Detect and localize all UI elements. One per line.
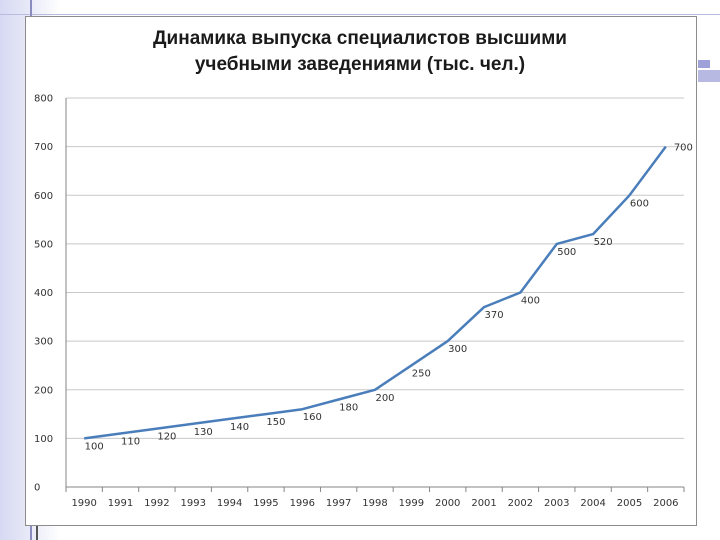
x-tick-label: 1996	[290, 498, 315, 509]
data-label: 100	[85, 441, 104, 452]
x-tick-label: 1998	[362, 498, 387, 509]
y-tick-label: 200	[34, 385, 53, 396]
x-tick-label: 1992	[144, 498, 169, 509]
data-label: 370	[485, 310, 504, 321]
x-tick-label: 1995	[253, 498, 278, 509]
y-tick-label: 700	[34, 142, 53, 153]
data-label: 600	[630, 198, 649, 209]
x-tick-label: 2001	[471, 498, 496, 509]
y-tick-label: 0	[34, 483, 40, 494]
data-label: 300	[448, 344, 467, 355]
x-tick-label: 1999	[399, 498, 424, 509]
data-label: 180	[339, 402, 358, 413]
data-label: 110	[121, 437, 140, 448]
y-tick-label: 800	[34, 94, 53, 105]
data-label: 700	[674, 143, 693, 154]
chart-frame	[25, 16, 697, 526]
x-tick-label: 2000	[435, 498, 460, 509]
data-label: 120	[157, 432, 176, 443]
y-tick-label: 500	[34, 239, 53, 250]
data-label: 250	[412, 368, 431, 379]
data-label: 200	[375, 393, 394, 404]
x-tick-label: 2005	[617, 498, 642, 509]
chart-title-line-2: учебными заведениями (тыс. чел.)	[194, 54, 526, 75]
y-tick-label: 600	[34, 191, 53, 202]
data-label: 130	[194, 427, 213, 438]
slide-decoration-bottom-tick	[36, 520, 38, 540]
data-label: 160	[303, 412, 322, 423]
x-tick-label: 2002	[508, 498, 533, 509]
y-tick-label: 300	[34, 337, 53, 348]
slide-decoration-right-block	[698, 70, 720, 82]
y-tick-label: 100	[34, 434, 53, 445]
slide-decoration-top-line	[0, 14, 720, 15]
x-tick-label: 1994	[217, 498, 242, 509]
y-tick-label: 400	[34, 288, 53, 299]
x-tick-label: 1993	[181, 498, 206, 509]
data-label: 400	[521, 296, 540, 307]
chart-title: Динамика выпуска специалистов высшими уч…	[25, 26, 695, 78]
x-tick-label: 1997	[326, 498, 351, 509]
data-label: 150	[266, 417, 285, 428]
x-tick-label: 1991	[108, 498, 133, 509]
x-tick-label: 2006	[653, 498, 678, 509]
data-label: 140	[230, 422, 249, 433]
chart-title-line-1: Динамика выпуска специалистов высшими	[153, 28, 567, 49]
data-label: 500	[557, 247, 576, 258]
x-tick-label: 2003	[544, 498, 569, 509]
slide-decoration-right-mark	[698, 60, 710, 68]
x-tick-label: 1990	[71, 498, 96, 509]
series-line	[84, 145, 667, 440]
x-tick-label: 2004	[580, 498, 605, 509]
data-label: 520	[594, 237, 613, 248]
